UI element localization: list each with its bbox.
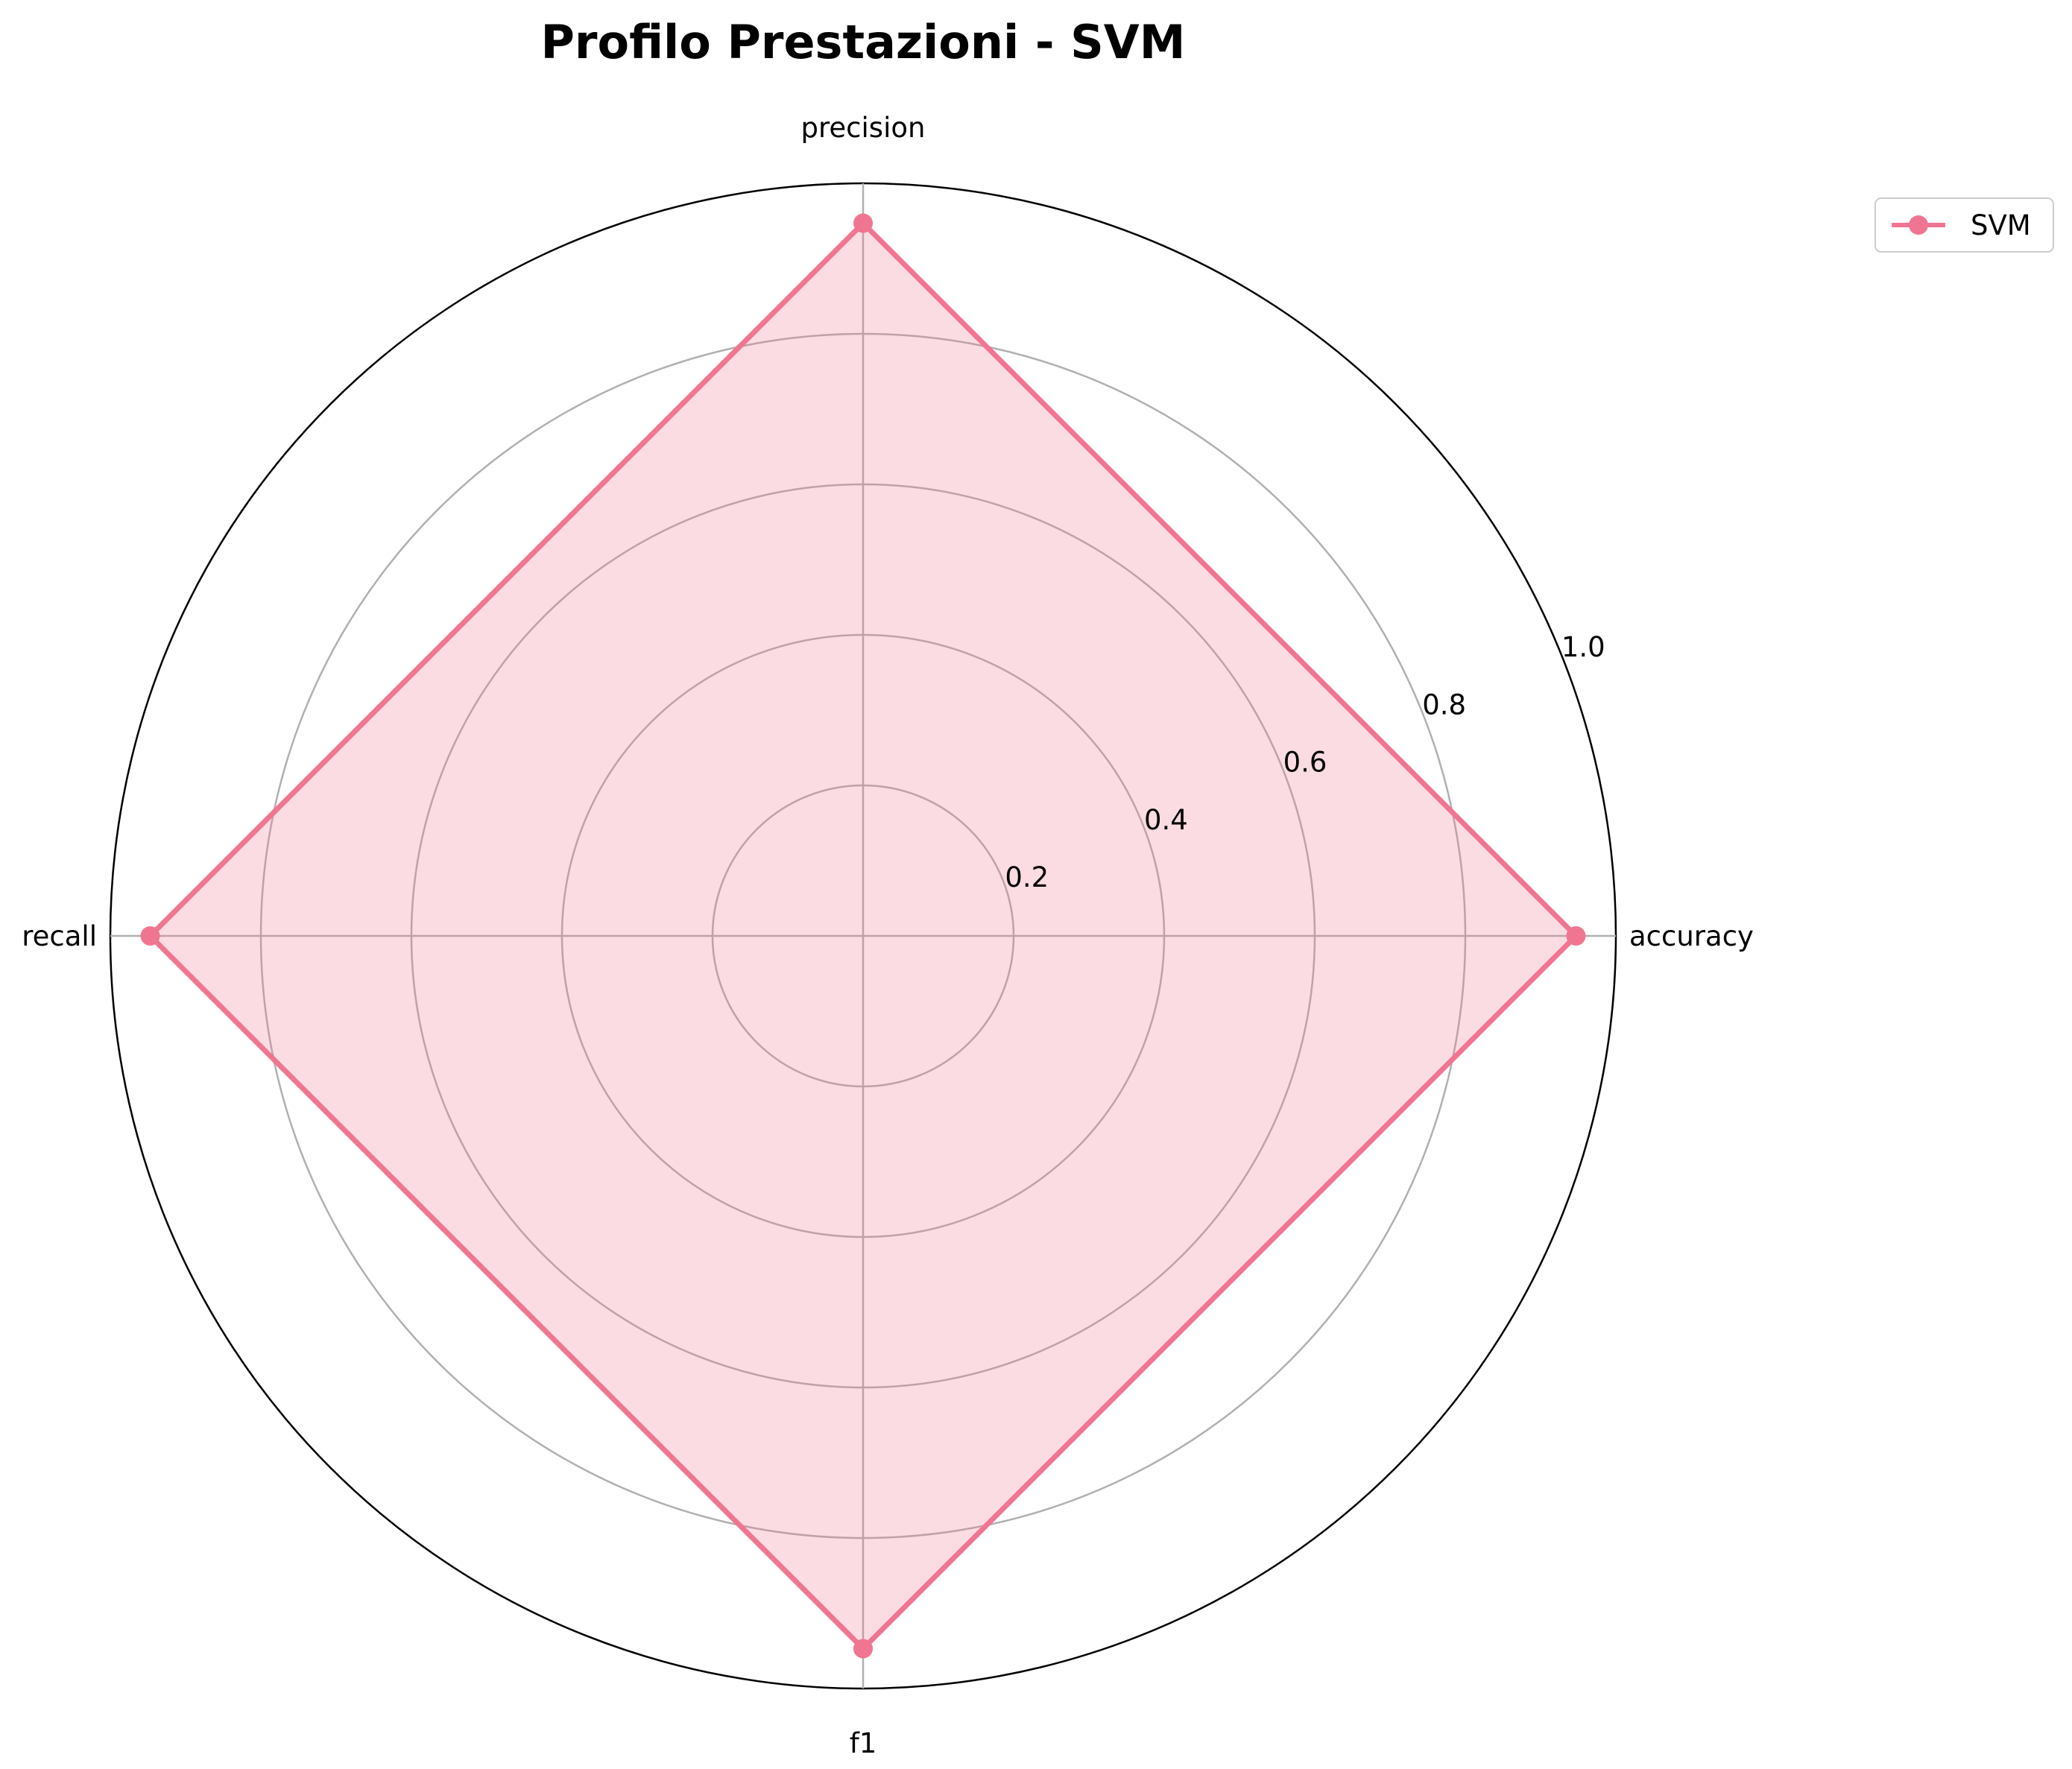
series-fill-SVM: [150, 223, 1576, 1649]
axis-label-recall: recall: [22, 920, 97, 952]
legend-frame: [1874, 197, 2054, 253]
data-point-recall: [140, 926, 160, 946]
polar-grid: [109, 182, 1617, 1690]
legend: SVM: [1874, 197, 2054, 253]
axis-label-f1: f1: [850, 1727, 877, 1759]
data-point-f1: [853, 1639, 873, 1659]
data-point-precision: [853, 213, 873, 233]
r-tick-label: 1.0: [1561, 631, 1605, 663]
axis-label-accuracy: accuracy: [1629, 920, 1754, 952]
series-layer: [140, 213, 1586, 1659]
legend-swatch-marker: [1909, 215, 1928, 235]
r-tick-label: 0.4: [1144, 804, 1188, 836]
axis-label-precision: precision: [801, 112, 926, 144]
legend-label: SVM: [1971, 209, 2031, 241]
r-tick-label: 0.6: [1283, 747, 1327, 779]
label-layer: 0.2 0.4 0.6 0.8 1.0 accuracy precision recall f1: [22, 112, 1754, 1759]
r-tick-label: 0.8: [1422, 689, 1466, 721]
data-point-accuracy: [1566, 926, 1586, 946]
r-tick-label: 0.2: [1005, 861, 1049, 893]
chart-title: Profilo Prestazioni - SVM: [540, 15, 1185, 69]
